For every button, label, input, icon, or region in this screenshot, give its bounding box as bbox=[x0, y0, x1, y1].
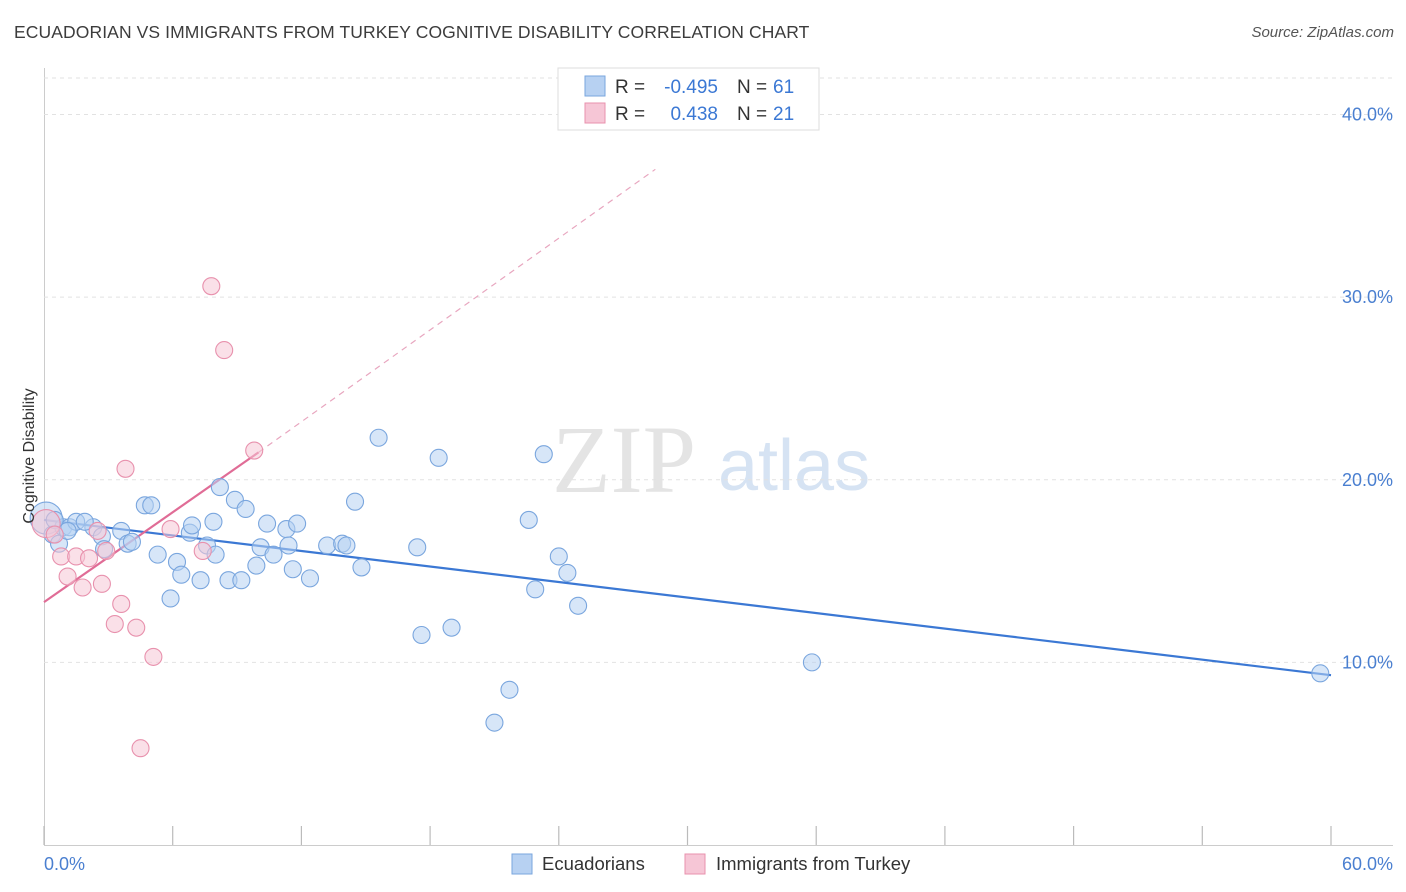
x-tick-label-max: 60.0% bbox=[1342, 854, 1393, 874]
point-ecuadorians bbox=[75, 512, 94, 531]
point-ecuadorians bbox=[258, 514, 277, 533]
bottom-legend-label-turkey: Immigrants from Turkey bbox=[716, 853, 911, 874]
point-turkey bbox=[127, 618, 146, 637]
point-turkey bbox=[161, 520, 180, 539]
point-ecuadorians bbox=[318, 536, 337, 555]
point-turkey bbox=[245, 441, 264, 460]
legend-n-label-1: N = bbox=[737, 77, 767, 98]
bottom-legend-swatch-turkey bbox=[684, 853, 706, 875]
point-ecuadorians bbox=[191, 571, 210, 590]
correlation-legend: R = -0.495 N = 61 R = 0.438 N = 21 bbox=[557, 67, 820, 131]
point-turkey bbox=[193, 541, 212, 561]
y-tick-label: 10.0% bbox=[1342, 652, 1393, 672]
x-ticks bbox=[43, 826, 1332, 845]
legend-r-value-1: -0.495 bbox=[664, 77, 718, 98]
point-turkey bbox=[97, 541, 116, 561]
trend-line-turkey-extension bbox=[258, 168, 656, 453]
point-ecuadorians bbox=[204, 512, 223, 531]
point-turkey bbox=[52, 547, 71, 566]
point-ecuadorians bbox=[172, 565, 191, 584]
point-turkey bbox=[116, 459, 135, 478]
point-ecuadorians bbox=[264, 545, 283, 564]
legend-swatch-ecuadorians bbox=[584, 75, 606, 97]
point-ecuadorians bbox=[485, 713, 504, 732]
watermark-atlas: atlas bbox=[718, 426, 870, 506]
legend-r-label-1: R = bbox=[615, 77, 645, 98]
point-ecuadorians bbox=[148, 545, 167, 564]
point-turkey bbox=[73, 578, 92, 597]
point-ecuadorians bbox=[442, 618, 461, 637]
y-tick-labels: 10.0% 20.0% 30.0% 40.0% bbox=[1342, 105, 1393, 673]
point-ecuadorians bbox=[232, 571, 251, 590]
point-ecuadorians bbox=[526, 580, 545, 599]
legend-r-label-2: R = bbox=[615, 104, 645, 125]
legend-n-value-1: 61 bbox=[773, 77, 794, 98]
point-ecuadorians bbox=[300, 569, 320, 588]
point-ecuadorians bbox=[408, 538, 427, 557]
point-ecuadorians bbox=[549, 547, 568, 566]
chart-title: ECUADORIAN VS IMMIGRANTS FROM TURKEY COG… bbox=[14, 22, 810, 42]
legend-r-value-2: 0.438 bbox=[670, 104, 718, 125]
point-turkey bbox=[88, 521, 107, 540]
point-ecuadorians bbox=[283, 560, 302, 579]
point-ecuadorians bbox=[412, 625, 431, 645]
point-ecuadorians bbox=[802, 653, 821, 672]
bottom-legend-label-ecuadorians: Ecuadorians bbox=[542, 853, 645, 874]
trend-line-turkey bbox=[43, 451, 260, 604]
trend-line-ecuadorians bbox=[43, 518, 1332, 677]
point-ecuadorians bbox=[182, 516, 202, 535]
point-turkey bbox=[45, 525, 64, 544]
point-ecuadorians bbox=[236, 499, 255, 519]
point-ecuadorians bbox=[210, 478, 229, 497]
point-ecuadorians bbox=[500, 680, 519, 699]
x-tick-label-min: 0.0% bbox=[44, 854, 85, 874]
legend-n-label-2: N = bbox=[737, 104, 767, 125]
point-ecuadorians bbox=[369, 428, 388, 447]
point-ecuadorians bbox=[352, 558, 371, 577]
point-ecuadorians bbox=[569, 596, 588, 615]
point-turkey bbox=[105, 614, 124, 634]
point-ecuadorians bbox=[122, 532, 141, 551]
point-turkey bbox=[79, 549, 99, 568]
y-tick-label: 30.0% bbox=[1342, 287, 1393, 307]
point-ecuadorians bbox=[1311, 664, 1330, 683]
source-credit: Source: ZipAtlas.com bbox=[1251, 24, 1394, 41]
point-turkey bbox=[112, 594, 131, 613]
watermark-zip: ZIP bbox=[552, 406, 696, 513]
point-ecuadorians bbox=[534, 445, 553, 464]
legend-swatch-turkey bbox=[584, 102, 606, 124]
point-ecuadorians bbox=[247, 556, 266, 575]
point-ecuadorians bbox=[279, 536, 298, 555]
point-ecuadorians bbox=[558, 563, 577, 582]
point-turkey bbox=[202, 277, 221, 296]
point-turkey bbox=[144, 647, 163, 666]
point-turkey bbox=[92, 574, 111, 593]
point-ecuadorians bbox=[429, 448, 448, 467]
point-turkey bbox=[215, 341, 234, 360]
point-ecuadorians bbox=[519, 510, 538, 529]
y-axis-title: Cognitive Disability bbox=[21, 388, 38, 523]
point-ecuadorians bbox=[142, 496, 161, 515]
point-ecuadorians bbox=[288, 514, 307, 533]
series-legend: Ecuadorians Immigrants from Turkey bbox=[511, 853, 911, 875]
point-ecuadorians bbox=[337, 536, 356, 555]
point-turkey bbox=[58, 567, 77, 586]
point-turkey bbox=[131, 739, 150, 758]
y-tick-label: 20.0% bbox=[1342, 470, 1393, 490]
y-tick-label: 40.0% bbox=[1342, 105, 1393, 125]
bottom-legend-swatch-ecuadorians bbox=[511, 853, 533, 875]
point-ecuadorians bbox=[345, 492, 365, 511]
legend-n-value-2: 21 bbox=[773, 104, 794, 125]
data-points bbox=[29, 277, 1330, 758]
point-ecuadorians bbox=[161, 589, 180, 608]
